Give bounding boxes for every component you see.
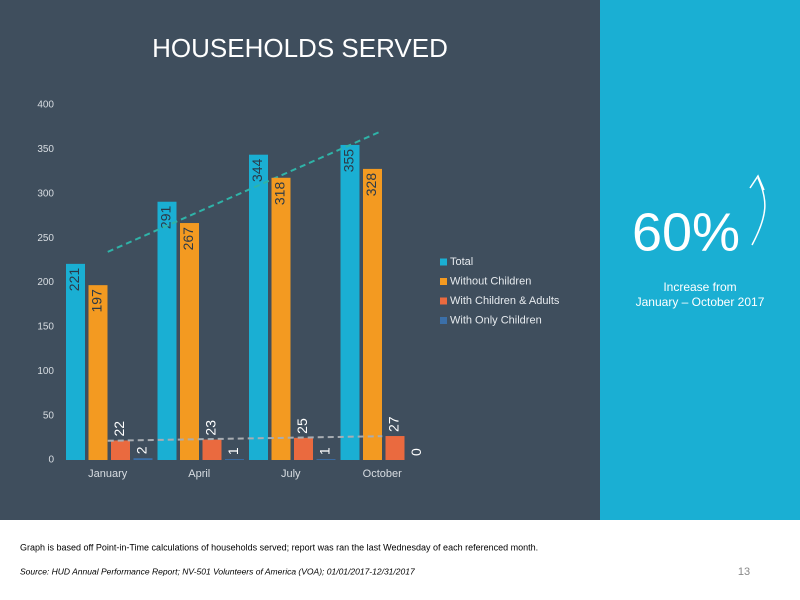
- x-tick-label: July: [281, 468, 301, 480]
- source: Source: HUD Annual Performance Report; N…: [20, 566, 415, 576]
- value-label: 344: [249, 158, 265, 182]
- arrow-icon: [749, 174, 766, 246]
- trendline: [107, 129, 383, 253]
- trendline: [107, 435, 383, 442]
- callout-panel: [600, 0, 800, 520]
- bar: [316, 459, 336, 460]
- y-tick-label: 250: [37, 233, 54, 244]
- callout-value: 60%: [632, 202, 740, 262]
- legend-swatch: [440, 317, 447, 324]
- legend-label: With Children & Adults: [450, 295, 560, 307]
- x-tick-label: January: [88, 468, 128, 480]
- value-label: 291: [158, 206, 174, 230]
- y-tick-label: 200: [37, 277, 54, 288]
- y-tick-label: 350: [37, 144, 54, 155]
- legend-label: With Only Children: [450, 314, 542, 326]
- x-tick-label: October: [363, 468, 402, 480]
- page-number: 13: [738, 566, 750, 578]
- value-label: 328: [363, 173, 379, 197]
- bar: [363, 168, 382, 460]
- bar: [88, 285, 108, 460]
- bar: [180, 223, 199, 460]
- bar: [111, 440, 130, 460]
- bar: [202, 439, 222, 460]
- bar: [225, 459, 244, 460]
- bar: [249, 154, 268, 460]
- bar: [385, 436, 405, 460]
- value-label: 25: [294, 418, 310, 434]
- value-label: 23: [203, 420, 219, 436]
- bar: [133, 458, 153, 460]
- value-label: 22: [111, 421, 127, 437]
- value-label: 197: [89, 289, 105, 313]
- value-label: 2: [134, 446, 150, 454]
- callout-text: Increase from: [663, 280, 736, 294]
- y-tick-label: 50: [43, 410, 55, 421]
- value-label: 221: [66, 268, 82, 292]
- chart-title: HOUSEHOLDS SERVED: [152, 33, 448, 63]
- y-tick-label: 300: [37, 188, 54, 199]
- value-label: 318: [272, 182, 288, 206]
- bar: [157, 201, 177, 461]
- footnote: Graph is based off Point-in-Time calcula…: [20, 542, 538, 552]
- legend-label: Total: [450, 256, 473, 268]
- bar: [340, 144, 360, 460]
- y-tick-label: 150: [37, 322, 54, 333]
- y-tick-label: 0: [48, 455, 54, 466]
- bar: [66, 263, 85, 460]
- bar: [294, 437, 313, 460]
- y-tick-label: 400: [37, 100, 54, 111]
- value-label: 1: [225, 447, 241, 455]
- value-label: 0: [408, 448, 424, 456]
- value-label: 1: [317, 447, 333, 455]
- value-label: 355: [341, 149, 357, 173]
- legend-swatch: [440, 278, 447, 285]
- bar: [271, 177, 291, 460]
- legend-swatch: [440, 297, 447, 305]
- callout-text: January – October 2017: [636, 295, 765, 309]
- value-label: 27: [386, 416, 402, 432]
- value-label: 267: [180, 227, 196, 251]
- y-tick-label: 100: [37, 366, 54, 377]
- x-tick-label: April: [188, 468, 210, 480]
- legend-label: Without Children: [450, 275, 531, 287]
- legend-swatch: [440, 258, 447, 266]
